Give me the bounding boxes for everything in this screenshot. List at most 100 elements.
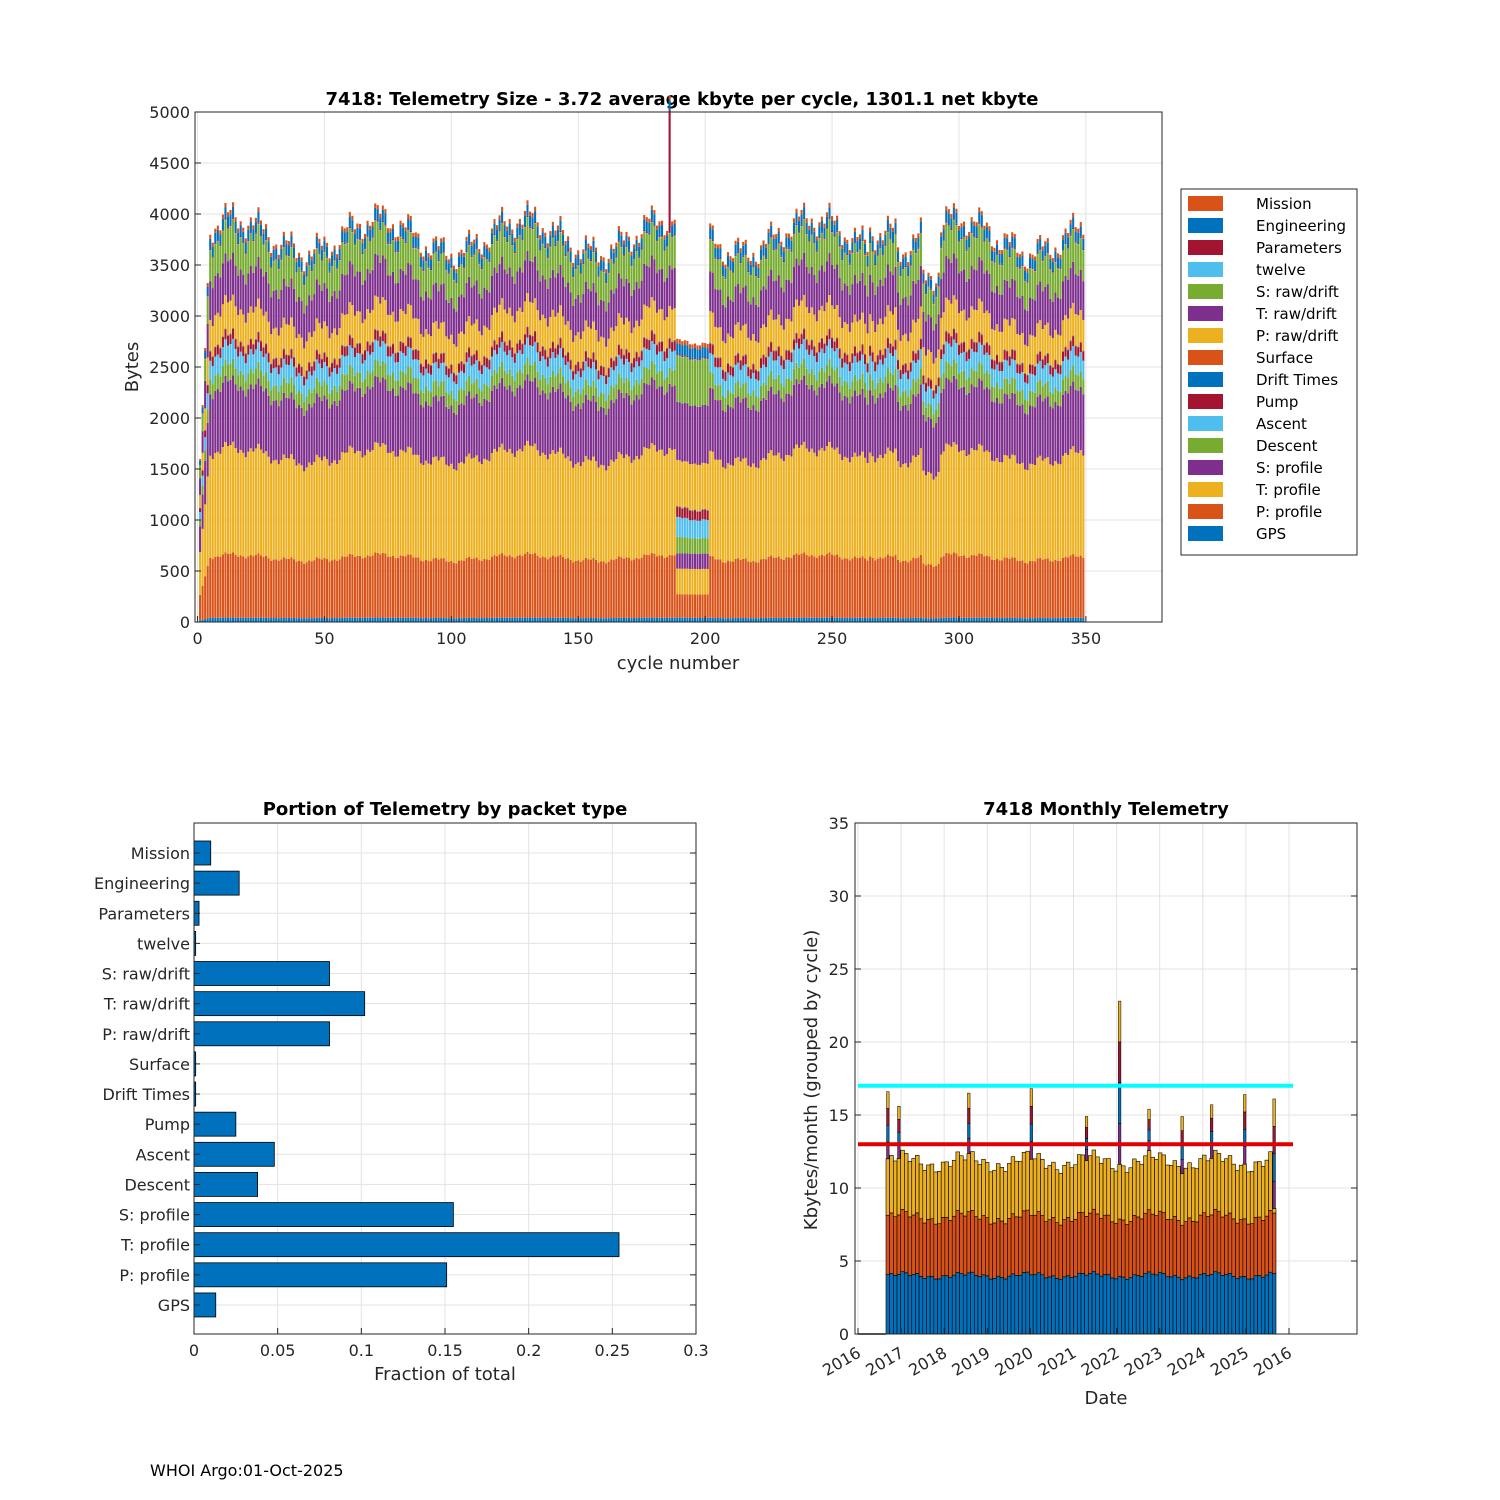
chart1-bar-segment (531, 335, 534, 336)
chart1-bar-segment (688, 344, 691, 349)
chart1-bar-segment (364, 557, 367, 618)
chart1-bar-segment (612, 618, 615, 622)
chart1-bar-segment (450, 373, 453, 391)
chart1-bar-segment (886, 338, 889, 348)
chart1-bar-segment (298, 252, 301, 257)
chart1-bar-segment (518, 617, 521, 622)
chart1-bar-segment (386, 390, 389, 453)
chart1-bar-segment (356, 238, 359, 240)
chart1-bar-segment (891, 242, 895, 244)
chart1-bar-segment (470, 383, 473, 399)
chart1-bar-segment (861, 344, 864, 346)
chart1-bar-segment (622, 397, 625, 459)
chart1-bar-segment (574, 258, 577, 269)
chart1-bar-segment (534, 361, 537, 378)
chart1-bar-segment (846, 382, 849, 398)
chart1-bar-segment (534, 331, 537, 333)
chart1-bar-segment (643, 554, 646, 618)
chart1-bar-segment (668, 265, 671, 306)
chart1-bar-segment (962, 236, 966, 238)
chart1-bar-segment (513, 558, 516, 618)
chart1-bar-segment (950, 366, 953, 383)
chart1-bar-segment (658, 341, 661, 342)
chart1-bar-segment (676, 506, 679, 507)
chart1-bar-segment (356, 343, 359, 354)
chart1-bar-segment (501, 223, 504, 257)
chart1-bar-segment (589, 328, 592, 359)
chart1-bar-segment (437, 291, 440, 329)
chart1-bar-segment (907, 618, 910, 622)
chart1-bar-segment (935, 297, 938, 324)
chart1-bar-segment (823, 238, 826, 240)
chart1-bar-segment (404, 617, 407, 622)
chart1-bar-segment (402, 223, 405, 228)
chart1-bar-segment (561, 376, 565, 392)
chart1-bar-segment (252, 451, 255, 557)
chart1-bar-segment (239, 225, 242, 237)
chart1-bar-segment (808, 273, 811, 313)
chart1-bar-segment (795, 617, 798, 622)
chart1-bar-segment (589, 368, 592, 387)
chart1-bar-segment (526, 216, 529, 218)
chart1-bar-segment (427, 297, 430, 335)
chart1-bar-segment (879, 237, 882, 248)
chart1-bar-segment (290, 392, 293, 455)
chart1-bar-segment (622, 364, 625, 383)
chart1-bar-segment (602, 337, 605, 367)
chart1-bar-segment (331, 363, 334, 373)
chart1-bar-segment (303, 415, 306, 472)
chart1-bar-segment (343, 375, 346, 391)
chart1-bar-segment (833, 370, 836, 387)
chart1-bar-segment (584, 320, 587, 351)
chart1-bar-segment (836, 219, 839, 231)
chart1-bar-segment (579, 302, 582, 339)
chart1-bar-segment (247, 389, 250, 452)
chart1-bar-segment (369, 556, 372, 618)
chart1-bar-segment (249, 233, 252, 266)
chart1-bar-segment (706, 344, 709, 349)
chart1-bar-segment (787, 455, 790, 558)
chart1-bar-segment (673, 308, 676, 341)
chart1-bar-segment (462, 334, 466, 364)
chart1-bar-segment (409, 554, 412, 618)
chart1-bar-segment (422, 392, 425, 408)
chart1-bar-segment (709, 239, 712, 240)
chart1-bar-segment (843, 396, 846, 457)
chart1-bar-segment (501, 553, 504, 618)
chart1-bar-segment (759, 259, 763, 261)
chart1-bar-segment (427, 560, 430, 619)
chart1-bar-segment (648, 448, 651, 556)
chart1-bar-segment (709, 238, 712, 240)
chart1-bar-segment (508, 555, 511, 618)
chart1-bar-segment (564, 241, 567, 246)
chart1-bar-segment (823, 353, 826, 373)
chart1-bar-segment (780, 255, 783, 257)
chart1-bar-segment (612, 262, 615, 264)
chart1-bar-segment (513, 253, 516, 284)
chart1-bar-segment (848, 403, 851, 463)
chart1-bar-segment (333, 385, 336, 401)
chart1-bar-segment (366, 341, 369, 342)
chart1-bar-segment (914, 283, 917, 323)
chart1-bar-segment (924, 421, 928, 476)
chart1-bar-segment (638, 357, 641, 367)
chart1-bar-segment (843, 617, 846, 622)
chart1-bar-segment (897, 329, 900, 360)
chart1-bar-segment (523, 380, 526, 446)
chart1-bar-segment (825, 302, 829, 335)
chart1-bar-segment (765, 257, 768, 259)
chart1-bar-segment (351, 338, 354, 349)
chart1-bar-segment (706, 594, 709, 618)
chart1-bar-segment (671, 236, 674, 238)
chart1-bar-segment (338, 260, 341, 291)
chart1-bar-segment (528, 226, 532, 228)
chart1-bar-segment (937, 402, 940, 417)
chart1-bar-segment (429, 618, 433, 622)
chart1-bar-segment (600, 464, 603, 562)
chart1-bar-segment (968, 278, 971, 318)
chart1-bar-segment (483, 257, 486, 258)
chart1-bar-segment (853, 617, 856, 622)
chart1-bar-segment (536, 310, 539, 342)
chart1-bar-segment (232, 441, 235, 553)
chart1-bar-segment (772, 249, 775, 251)
